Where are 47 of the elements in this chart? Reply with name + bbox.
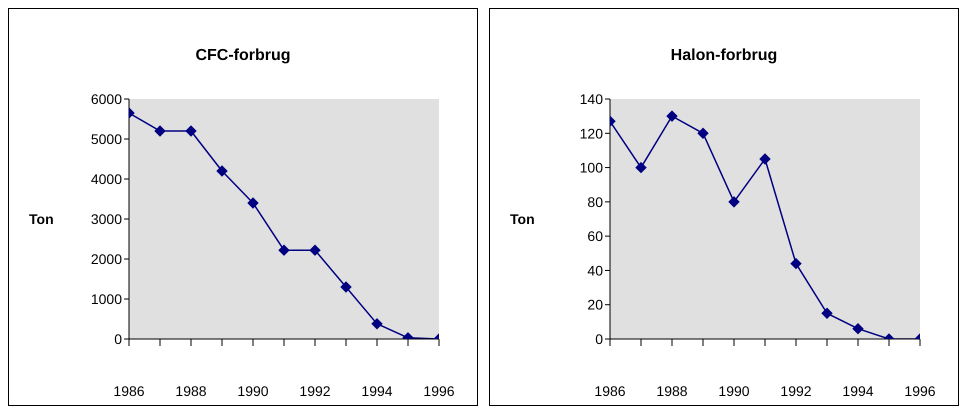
x-tick-label: 1994 (361, 382, 393, 399)
point (822, 308, 832, 319)
y-tick-label: 60 (587, 228, 604, 244)
x-tick-label: 1988 (175, 382, 207, 399)
y-tick-label: 6000 (90, 90, 122, 107)
x-tick-label: 1986 (113, 382, 145, 399)
y-axis-title: Ton (510, 210, 535, 227)
y-tick-label: 40 (587, 262, 604, 278)
y-tick-label: 0 (114, 330, 122, 347)
point (310, 244, 320, 256)
y-tick-label: 100 (580, 160, 604, 176)
point (698, 128, 708, 139)
y-tick-label: 3000 (90, 210, 122, 227)
point (372, 318, 382, 330)
y-tick-label: 4000 (90, 170, 122, 187)
point (790, 258, 802, 270)
y-tick-label: 120 (580, 125, 604, 142)
x-tick-label: 1990 (237, 382, 269, 399)
point (636, 162, 646, 174)
point (340, 282, 352, 292)
chart-title: CFC-forbrug (194, 47, 292, 65)
point (154, 126, 166, 136)
point (216, 166, 228, 176)
x-tick-label: 1996 (904, 382, 936, 399)
y-tick-label: 140 (580, 90, 604, 107)
y-tick-label: 1000 (90, 290, 122, 307)
point (852, 323, 864, 334)
point (666, 110, 678, 122)
x-tick-label: 1986 (594, 382, 626, 399)
x-tick-label: 1996 (423, 382, 455, 399)
x-tick-label: 1994 (842, 382, 874, 399)
point (248, 198, 258, 208)
y-tick-label: 0 (595, 330, 604, 347)
y-tick-label: 20 (587, 296, 604, 313)
chart-title: Halon-forbrug (670, 47, 778, 65)
x-tick-label: 1992 (299, 382, 331, 399)
point (760, 154, 770, 164)
x-tick-label: 1990 (718, 382, 750, 399)
y-tick-label: 80 (587, 194, 604, 210)
x-tick-label: 1988 (656, 382, 688, 399)
y-axis-title: Ton (29, 210, 54, 227)
x-tick-label: 1992 (780, 382, 812, 399)
y-tick-label: 2000 (90, 250, 122, 267)
point (186, 126, 196, 136)
point (728, 196, 740, 208)
y-tick-label: 5000 (90, 130, 122, 147)
point (278, 244, 290, 256)
